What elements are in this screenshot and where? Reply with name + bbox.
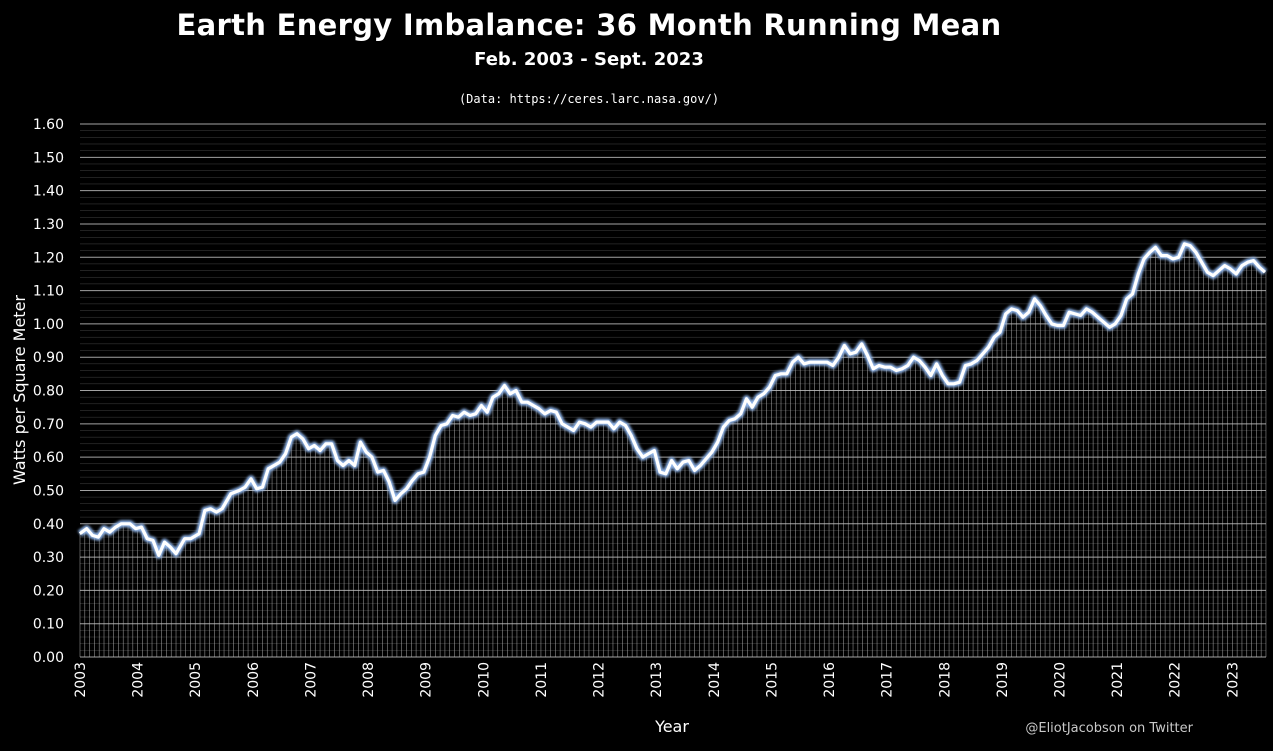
- y-tick-label: 0.90: [33, 350, 64, 366]
- x-tick-label: 2009: [419, 662, 435, 698]
- x-tick-label: 2015: [764, 662, 780, 698]
- x-tick-label: 2013: [649, 662, 665, 698]
- x-tick-label: 2014: [707, 662, 723, 698]
- y-tick-label: 1.30: [33, 217, 64, 233]
- y-tick-label: 0.10: [33, 617, 64, 633]
- vertical-gridlines: [79, 243, 1267, 657]
- y-tick-label: 0.60: [33, 450, 64, 466]
- x-axis-ticks: 2003 2004 2005 2006 2007 2008 2009 2010 2011 2012…: [73, 662, 1241, 698]
- y-tick-label: 1.40: [33, 184, 64, 200]
- x-tick-label: 2017: [880, 662, 896, 698]
- y-tick-label: 1.10: [33, 284, 64, 300]
- x-tick-label: 2011: [534, 662, 550, 698]
- y-tick-label: 1.50: [33, 150, 64, 166]
- series-layer: [77, 240, 1268, 559]
- x-tick-label: 2003: [73, 662, 89, 698]
- x-tick-label: 2005: [188, 662, 204, 698]
- y-tick-label: 0.30: [33, 550, 64, 566]
- y-axis-label: Watts per Square Meter: [10, 295, 29, 485]
- y-axis-ticks: 0.00 0.10 0.20 0.30 0.40 0.50 0.60 0.70 0.80 0.90…: [33, 117, 64, 666]
- y-tick-label: 1.20: [33, 250, 64, 266]
- y-tick-label: 0.70: [33, 417, 64, 433]
- y-tick-label: 0.40: [33, 517, 64, 533]
- x-tick-label: 2008: [361, 662, 377, 698]
- y-tick-label: 1.00: [33, 317, 64, 333]
- x-axis-label: Year: [654, 717, 689, 736]
- y-tick-label: 0.20: [33, 583, 64, 599]
- author-credit: @EliotJacobson on Twitter: [1025, 721, 1193, 736]
- x-tick-label: 2016: [822, 662, 838, 698]
- chart-subtitle: Feb. 2003 - Sept. 2023: [474, 49, 704, 70]
- x-tick-label: 2021: [1110, 662, 1126, 698]
- x-tick-label: 2023: [1225, 662, 1241, 698]
- x-tick-label: 2019: [995, 662, 1011, 698]
- y-tick-label: 0.80: [33, 384, 64, 400]
- chart-title: Earth Energy Imbalance: 36 Month Running…: [176, 8, 1002, 42]
- y-tick-label: 0.50: [33, 483, 64, 499]
- x-tick-label: 2022: [1168, 662, 1184, 698]
- x-tick-label: 2020: [1052, 662, 1068, 698]
- y-tick-label: 1.60: [33, 117, 64, 133]
- x-tick-label: 2012: [592, 662, 608, 698]
- y-tick-label: 0.00: [33, 650, 64, 666]
- series-line: [78, 242, 1267, 557]
- horizontal-gridlines: [80, 123, 1266, 658]
- x-tick-label: 2010: [476, 662, 492, 698]
- x-tick-label: 2004: [131, 662, 147, 698]
- x-tick-label: 2007: [303, 662, 319, 698]
- data-source-note: (Data: https://ceres.larc.nasa.gov/): [458, 92, 720, 106]
- x-tick-label: 2018: [937, 662, 953, 698]
- x-tick-label: 2006: [246, 662, 262, 698]
